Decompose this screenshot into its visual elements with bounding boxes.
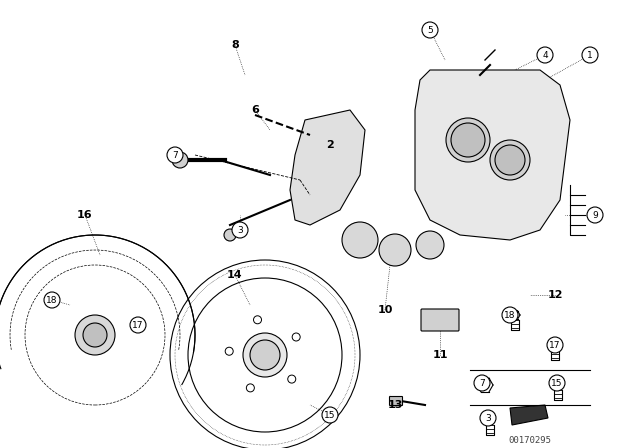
Text: 7: 7 (479, 379, 485, 388)
Text: 7: 7 (172, 151, 178, 159)
Circle shape (246, 384, 254, 392)
Circle shape (292, 333, 300, 341)
Text: 13: 13 (387, 400, 403, 410)
Text: 3: 3 (237, 225, 243, 234)
Text: 18: 18 (504, 310, 516, 319)
Text: 15: 15 (551, 379, 563, 388)
Text: 18: 18 (46, 296, 58, 305)
Circle shape (167, 147, 183, 163)
Circle shape (253, 316, 262, 324)
Circle shape (587, 207, 603, 223)
Circle shape (75, 315, 115, 355)
Text: 6: 6 (251, 105, 259, 115)
Circle shape (416, 231, 444, 259)
Text: 16: 16 (77, 210, 93, 220)
FancyBboxPatch shape (421, 309, 459, 331)
Circle shape (243, 333, 287, 377)
Circle shape (288, 375, 296, 383)
Text: 14: 14 (227, 270, 243, 280)
Text: 17: 17 (132, 320, 144, 329)
Circle shape (232, 222, 248, 238)
Circle shape (480, 410, 496, 426)
FancyBboxPatch shape (390, 396, 403, 405)
Circle shape (422, 22, 438, 38)
Polygon shape (415, 70, 570, 240)
Circle shape (130, 317, 146, 333)
Circle shape (83, 323, 107, 347)
Circle shape (250, 340, 280, 370)
Circle shape (474, 375, 490, 391)
Circle shape (224, 229, 236, 241)
Text: 11: 11 (432, 350, 448, 360)
Text: 17: 17 (549, 340, 561, 349)
Text: 2: 2 (326, 140, 334, 150)
Circle shape (502, 307, 518, 323)
Circle shape (446, 118, 490, 162)
Text: 12: 12 (547, 290, 563, 300)
Circle shape (549, 375, 565, 391)
Circle shape (172, 152, 188, 168)
Circle shape (322, 407, 338, 423)
Circle shape (495, 145, 525, 175)
Text: 00170295: 00170295 (509, 435, 552, 444)
Polygon shape (290, 110, 365, 225)
Circle shape (451, 123, 485, 157)
Text: 4: 4 (542, 51, 548, 60)
Polygon shape (510, 405, 548, 425)
Text: 8: 8 (231, 40, 239, 50)
Text: 1: 1 (587, 51, 593, 60)
Text: 15: 15 (324, 410, 336, 419)
Circle shape (379, 234, 411, 266)
Circle shape (44, 292, 60, 308)
Text: 5: 5 (427, 26, 433, 34)
Text: 10: 10 (378, 305, 393, 315)
Text: 9: 9 (592, 211, 598, 220)
Circle shape (547, 337, 563, 353)
Circle shape (342, 222, 378, 258)
Circle shape (582, 47, 598, 63)
Circle shape (490, 140, 530, 180)
Circle shape (537, 47, 553, 63)
Circle shape (225, 347, 233, 355)
Text: 3: 3 (485, 414, 491, 422)
